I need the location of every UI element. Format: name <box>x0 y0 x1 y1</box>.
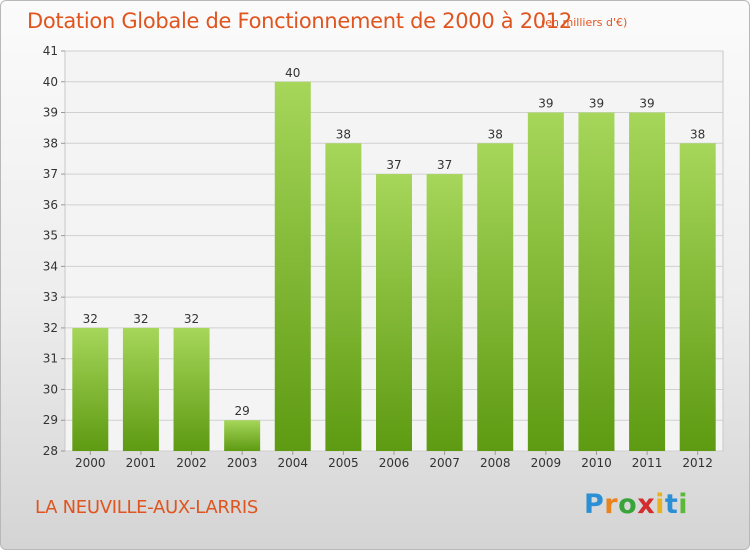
logo-letter: r <box>604 489 619 520</box>
bar <box>426 174 463 452</box>
x-tick-label: 2010 <box>581 456 612 470</box>
bar <box>274 81 311 452</box>
logo-letter: x <box>637 489 656 520</box>
y-tick-label: 37 <box>43 167 58 181</box>
bar-value-label: 32 <box>83 312 98 326</box>
x-tick-label: 2011 <box>632 456 663 470</box>
chart-subtitle: (en milliers d'€) <box>541 16 628 29</box>
logo-letter: i <box>655 489 665 520</box>
y-tick-label: 28 <box>43 444 58 458</box>
proxiti-logo: Proxiti <box>584 489 688 520</box>
y-tick-label: 35 <box>43 229 58 243</box>
bar <box>578 112 615 452</box>
y-tick-label: 39 <box>43 106 58 120</box>
x-tick-label: 2004 <box>277 456 308 470</box>
logo-letter: P <box>584 489 605 520</box>
x-tick-label: 2002 <box>176 456 207 470</box>
x-tick-label: 2007 <box>429 456 460 470</box>
x-tick-label: 2000 <box>75 456 106 470</box>
bar-value-label: 29 <box>235 404 250 418</box>
commune-name: LA NEUVILLE-AUX-LARRIS <box>35 497 258 518</box>
bar <box>477 143 514 452</box>
y-tick-label: 40 <box>43 75 58 89</box>
logo-letter: i <box>678 489 689 520</box>
bar-value-label: 40 <box>285 66 300 80</box>
x-tick-label: 2006 <box>379 456 410 470</box>
bar <box>679 143 716 452</box>
x-tick-label: 2008 <box>480 456 511 470</box>
bar-value-label: 37 <box>386 158 401 172</box>
bar <box>527 112 564 452</box>
y-tick-label: 41 <box>43 44 58 58</box>
y-tick-label: 38 <box>43 136 58 150</box>
bar <box>173 327 210 451</box>
bar-value-label: 32 <box>184 312 199 326</box>
y-tick-label: 32 <box>43 321 58 335</box>
x-tick-label: 2005 <box>328 456 359 470</box>
x-axis: 2000 2001 2002 2003 2004 2005 2006 2007 2008 2009… <box>75 451 713 470</box>
bar-value-label: 38 <box>690 127 705 141</box>
bar <box>122 327 159 451</box>
bar-value-label: 39 <box>589 97 604 111</box>
y-tick-label: 33 <box>43 290 58 304</box>
bar-value-label: 39 <box>538 97 553 111</box>
bar-value-label: 32 <box>133 312 148 326</box>
x-tick-label: 2012 <box>682 456 713 470</box>
bar-series <box>72 81 716 452</box>
chart-title: Dotation Globale de Fonctionnement de 20… <box>27 9 572 33</box>
y-tick-label: 36 <box>43 198 58 212</box>
bar <box>376 174 412 452</box>
x-tick-label: 2009 <box>531 456 562 470</box>
bar <box>224 420 261 451</box>
logo-letter: o <box>618 489 638 520</box>
y-tick-label: 34 <box>43 259 58 273</box>
bar-value-label: 37 <box>437 158 452 172</box>
x-tick-label: 2001 <box>126 456 157 470</box>
logo-letter: t <box>664 489 679 520</box>
bar-value-label: 39 <box>639 97 654 111</box>
y-tick-label: 31 <box>43 352 58 366</box>
bar <box>629 112 666 452</box>
value-labels: 32 32 32 29 40 38 37 37 38 39 39 39 38 <box>83 66 706 418</box>
x-tick-label: 2003 <box>227 456 258 470</box>
bar-value-label: 38 <box>488 127 503 141</box>
y-axis: 28 29 30 31 32 33 34 35 36 37 38 39 40 41 <box>43 44 65 458</box>
bar <box>72 327 109 451</box>
y-tick-label: 30 <box>43 382 58 396</box>
bar-value-label: 38 <box>336 127 351 141</box>
y-tick-label: 29 <box>43 413 58 427</box>
bar <box>325 143 362 452</box>
